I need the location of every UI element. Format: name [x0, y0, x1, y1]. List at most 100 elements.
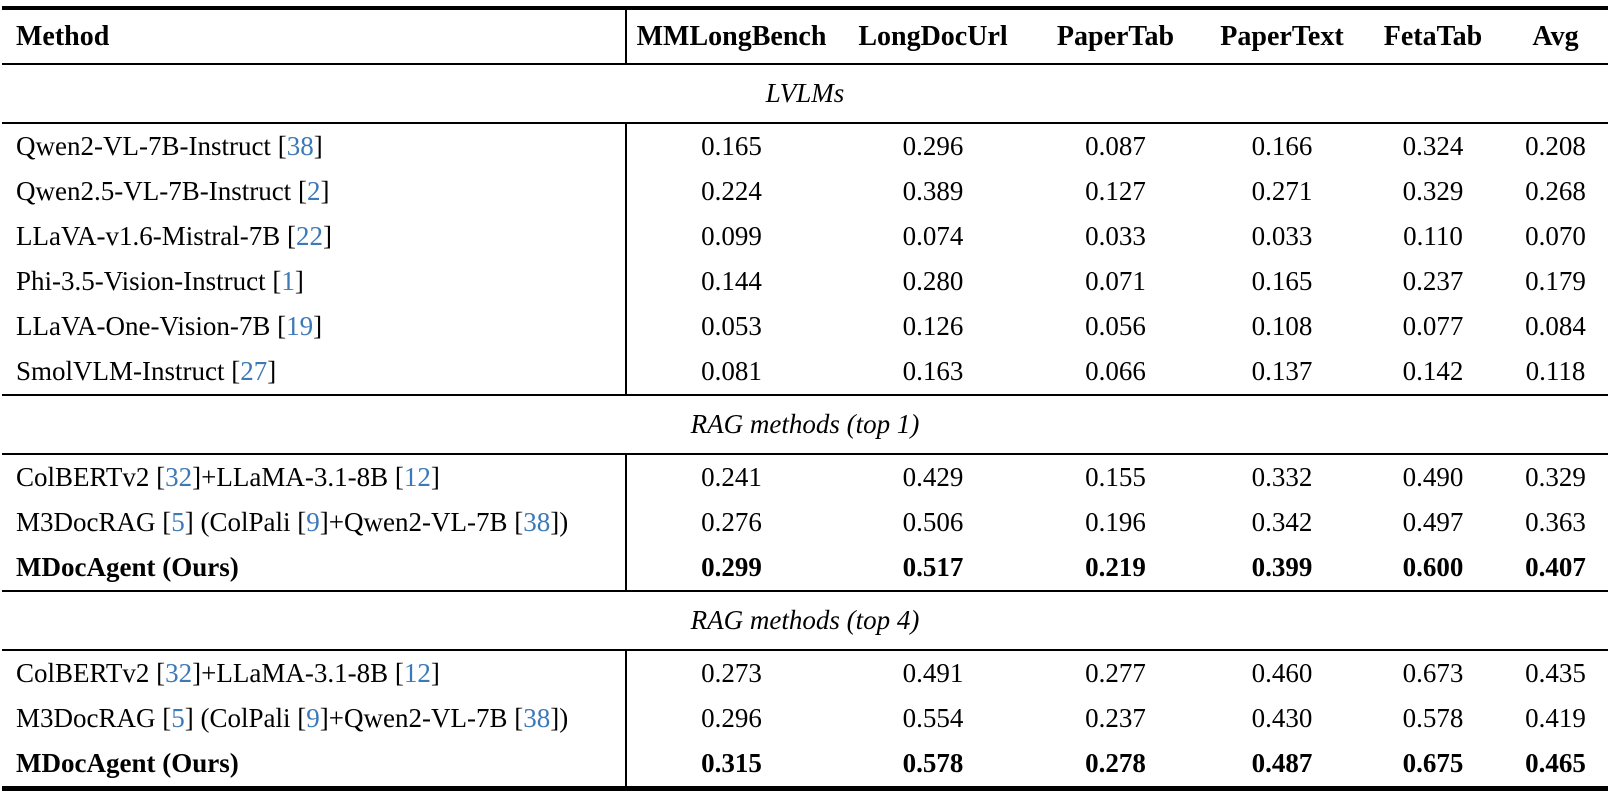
score-cell: 0.389	[902, 176, 964, 206]
method-name: SmolVLM-Instruct [27]	[16, 356, 277, 386]
score-cell: 0.554	[902, 703, 964, 733]
score-cell: 0.280	[902, 266, 964, 296]
score-cell: 0.126	[902, 311, 964, 341]
score-cell: 0.276	[701, 507, 762, 537]
method-name: M3DocRAG [5] (ColPali [9]+Qwen2-VL-7B [3…	[16, 703, 569, 733]
score-cell: 0.066	[1085, 356, 1146, 386]
score-cell: 0.224	[701, 176, 762, 206]
section-bottom-rule	[2, 590, 1608, 592]
score-cell: 0.491	[902, 658, 964, 688]
table-row: ColBERTv2 [32]+LLaMA-3.1-8B [12] 0.273 0.4…	[2, 651, 1608, 696]
section-label: RAG methods (top 4)	[690, 605, 920, 635]
score-cell: 0.329	[1402, 176, 1464, 206]
citation-link[interactable]: 27	[240, 356, 268, 386]
score-cell: 0.108	[1251, 311, 1313, 341]
citation-link[interactable]: 9	[306, 703, 320, 733]
method-cell: M3DocRAG [5] (ColPali [9]+Qwen2-VL-7B [3…	[2, 500, 627, 545]
column-header-fetatab: FetaTab	[1383, 20, 1483, 52]
score-cell: 0.179	[1525, 266, 1586, 296]
score-cell: 0.208	[1525, 131, 1586, 161]
citation-link[interactable]: 38	[523, 703, 551, 733]
method-cell: ColBERTv2 [32]+LLaMA-3.1-8B [12]	[2, 651, 627, 696]
column-header-papertab: PaperTab	[1056, 20, 1175, 52]
score-cell: 0.407	[1525, 552, 1586, 582]
score-cell: 0.487	[1251, 748, 1313, 778]
score-cell: 0.165	[701, 131, 762, 161]
method-name: LLaVA-v1.6-Mistral-7B [22]	[16, 221, 332, 251]
method-cell: MDocAgent (Ours)	[2, 741, 627, 786]
table-body: LVLMs Qwen2-VL-7B-Instruct [38] 0.165 0.296…	[2, 65, 1608, 786]
citation-link[interactable]: 22	[295, 221, 323, 251]
column-header-mmlongbench: MMLongBench	[636, 20, 827, 52]
score-cell: 0.166	[1251, 131, 1313, 161]
score-cell: 0.517	[902, 552, 964, 582]
section-rows: ColBERTv2 [32]+LLaMA-3.1-8B [12] 0.241 0.4…	[2, 455, 1608, 590]
score-cell: 0.127	[1085, 176, 1146, 206]
citation-link[interactable]: 12	[403, 658, 431, 688]
section-label: RAG methods (top 1)	[690, 409, 920, 439]
citation-link[interactable]: 32	[165, 462, 193, 492]
table-row: LLaVA-One-Vision-7B [19] 0.053 0.126 0.056 0…	[2, 304, 1608, 349]
score-cell: 0.430	[1251, 703, 1313, 733]
citation-link[interactable]: 9	[306, 507, 320, 537]
score-cell: 0.053	[701, 311, 762, 341]
table-row: MDocAgent (Ours) 0.315 0.578 0.278 0.487 0.67…	[2, 741, 1608, 786]
table-bottom-border	[2, 786, 1608, 791]
column-header-longdocurl: LongDocUrl	[858, 20, 1008, 52]
score-cell: 0.271	[1251, 176, 1313, 206]
score-cell: 0.296	[701, 703, 762, 733]
score-cell: 0.296	[902, 131, 964, 161]
citation-link[interactable]: 12	[403, 462, 431, 492]
score-cell: 0.399	[1251, 552, 1313, 582]
score-cell: 0.137	[1251, 356, 1313, 386]
score-cell: 0.163	[902, 356, 964, 386]
score-cell: 0.342	[1251, 507, 1313, 537]
score-cell: 0.142	[1402, 356, 1464, 386]
citation-link[interactable]: 38	[286, 131, 314, 161]
method-name: Qwen2-VL-7B-Instruct [38]	[16, 131, 323, 161]
table-row: ColBERTv2 [32]+LLaMA-3.1-8B [12] 0.241 0.4…	[2, 455, 1608, 500]
method-name: M3DocRAG [5] (ColPali [9]+Qwen2-VL-7B [3…	[16, 507, 569, 537]
table-row: LLaVA-v1.6-Mistral-7B [22] 0.099 0.074 0.03…	[2, 214, 1608, 259]
citation-link[interactable]: 2	[306, 176, 321, 206]
column-header-avg: Avg	[1532, 20, 1579, 52]
score-cell: 0.033	[1251, 221, 1313, 251]
method-name: ColBERTv2 [32]+LLaMA-3.1-8B [12]	[16, 658, 440, 688]
citation-link[interactable]: 1	[281, 266, 295, 296]
citation-link[interactable]: 38	[523, 507, 551, 537]
score-cell: 0.241	[701, 462, 762, 492]
section-top-rule	[2, 649, 1608, 651]
score-cell: 0.675	[1402, 748, 1464, 778]
method-cell: Qwen2.5-VL-7B-Instruct [2]	[2, 169, 627, 214]
score-cell: 0.490	[1402, 462, 1464, 492]
score-cell: 0.196	[1085, 507, 1146, 537]
score-cell: 0.071	[1085, 266, 1146, 296]
method-cell: M3DocRAG [5] (ColPali [9]+Qwen2-VL-7B [3…	[2, 696, 627, 741]
score-cell: 0.600	[1402, 552, 1464, 582]
score-cell: 0.219	[1085, 552, 1146, 582]
table-row: Qwen2-VL-7B-Instruct [38] 0.165 0.296 0.087…	[2, 124, 1608, 169]
score-cell: 0.110	[1403, 221, 1463, 251]
score-cell: 0.429	[902, 462, 964, 492]
method-cell: ColBERTv2 [32]+LLaMA-3.1-8B [12]	[2, 455, 627, 500]
citation-link[interactable]: 5	[171, 703, 185, 733]
method-cell: MDocAgent (Ours)	[2, 545, 627, 590]
score-cell: 0.363	[1525, 507, 1586, 537]
citation-link[interactable]: 32	[165, 658, 193, 688]
score-cell: 0.118	[1525, 356, 1586, 386]
table-row: MDocAgent (Ours) 0.299 0.517 0.219 0.399 0.60…	[2, 545, 1608, 590]
method-name: Phi-3.5-Vision-Instruct [1]	[16, 266, 304, 296]
citation-link[interactable]: 19	[286, 311, 314, 341]
method-name: LLaVA-One-Vision-7B [19]	[16, 311, 323, 341]
score-cell: 0.155	[1085, 462, 1146, 492]
section-top-rule	[2, 122, 1608, 124]
table-header-row: Method MMLongBench LongDocUrl PaperTab Pape…	[2, 10, 1608, 63]
citation-link[interactable]: 5	[171, 507, 185, 537]
score-cell: 0.277	[1085, 658, 1146, 688]
column-header-method: Method	[2, 10, 627, 63]
score-cell: 0.465	[1525, 748, 1586, 778]
table-row: SmolVLM-Instruct [27] 0.081 0.163 0.066 0.13…	[2, 349, 1608, 394]
score-cell: 0.077	[1402, 311, 1464, 341]
score-cell: 0.237	[1402, 266, 1464, 296]
section-bottom-rule	[2, 394, 1608, 396]
